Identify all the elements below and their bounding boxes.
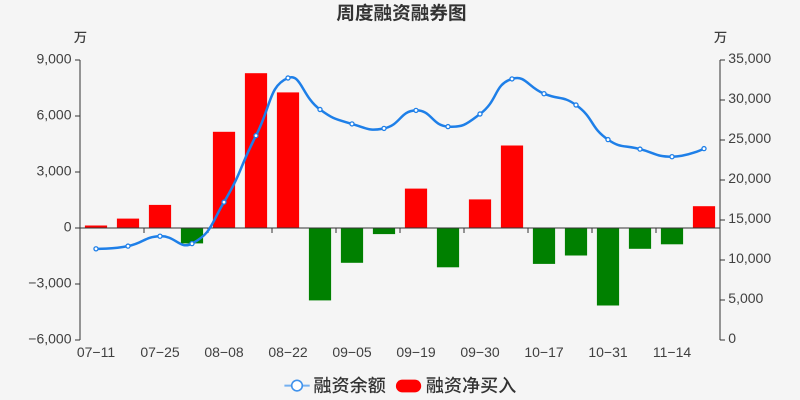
svg-text:09−05: 09−05 — [332, 344, 372, 360]
svg-text:07−11: 07−11 — [77, 344, 115, 360]
svg-text:30,000: 30,000 — [728, 90, 771, 106]
svg-text:3,000: 3,000 — [36, 162, 71, 178]
svg-text:6,000: 6,000 — [36, 106, 71, 122]
svg-text:08−08: 08−08 — [204, 344, 244, 360]
svg-text:0: 0 — [64, 218, 72, 234]
svg-text:20,000: 20,000 — [728, 170, 771, 186]
svg-text:5,000: 5,000 — [728, 290, 763, 306]
svg-text:−6,000: −6,000 — [28, 330, 71, 346]
svg-text:08−22: 08−22 — [268, 344, 308, 360]
svg-text:15,000: 15,000 — [728, 210, 771, 226]
svg-text:−3,000: −3,000 — [28, 274, 71, 290]
svg-text:10−31: 10−31 — [588, 344, 628, 360]
svg-text:0: 0 — [728, 330, 736, 346]
svg-text:9,000: 9,000 — [36, 50, 71, 66]
svg-text:11−14: 11−14 — [653, 344, 691, 360]
svg-text:10,000: 10,000 — [728, 250, 771, 266]
svg-text:35,000: 35,000 — [728, 50, 771, 66]
svg-text:07−25: 07−25 — [140, 344, 180, 360]
svg-text:25,000: 25,000 — [728, 130, 771, 146]
svg-text:10−17: 10−17 — [524, 344, 564, 360]
svg-text:09−30: 09−30 — [460, 344, 500, 360]
svg-text:09−19: 09−19 — [396, 344, 436, 360]
